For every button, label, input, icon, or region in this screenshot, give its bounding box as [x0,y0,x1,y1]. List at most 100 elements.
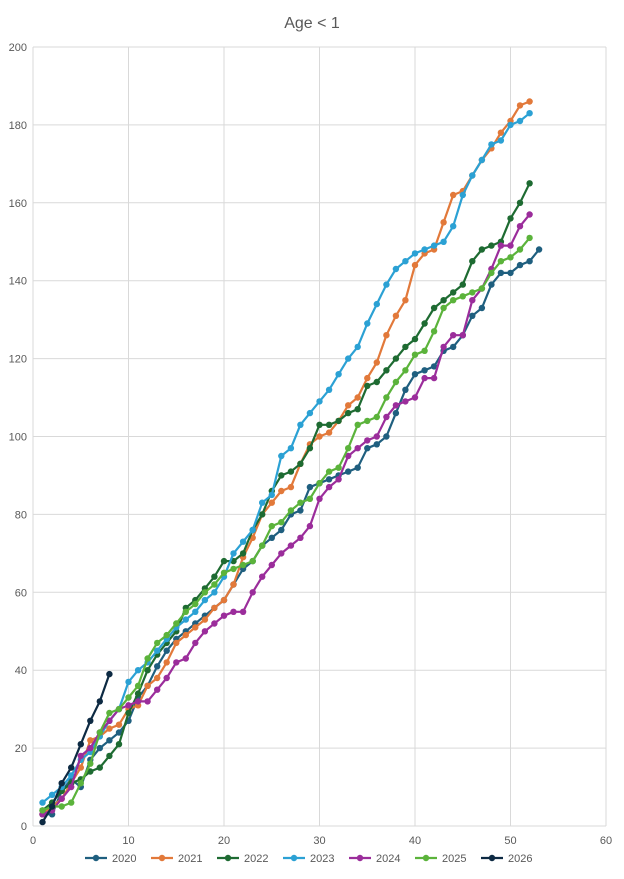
data-point-2022 [364,382,371,390]
data-point-2020 [278,526,285,534]
data-point-2025 [134,682,142,689]
data-point-2023 [354,343,361,351]
series-2022 [39,180,533,814]
data-point-2021 [201,616,209,623]
data-point-2021 [87,737,94,744]
data-point-2022 [278,472,285,479]
data-point-2025 [306,495,314,502]
data-point-2026 [87,717,94,724]
data-point-2025 [125,694,132,701]
x-tick-label: 60 [600,835,612,847]
data-point-2025 [440,304,447,312]
data-point-2022 [459,281,466,288]
series-line-2022 [41,182,531,812]
data-point-2025 [163,631,170,639]
data-point-2020 [306,483,314,491]
data-point-2024 [459,332,466,339]
data-point-2021 [211,604,218,612]
data-point-2021 [383,332,390,339]
data-point-2020 [364,445,371,452]
legend-label: 2023 [310,853,334,865]
data-point-2025 [287,507,295,514]
data-point-2026 [96,698,104,705]
data-point-2021 [364,374,371,382]
y-tick-label: 100 [9,432,27,444]
data-point-2021 [163,659,170,666]
data-point-2021 [77,764,85,771]
data-point-2024 [430,374,438,382]
data-point-2023 [268,491,275,499]
data-point-2020 [154,663,161,670]
data-point-2026 [39,818,46,826]
data-point-2022 [345,409,352,417]
data-point-2024 [402,398,409,405]
legend-label: 2021 [178,853,202,865]
data-point-2023 [402,258,409,265]
data-point-2020 [297,507,304,514]
data-point-2021 [402,297,409,304]
data-point-2024 [297,534,304,541]
chart-title: Age < 1 [284,15,340,32]
data-point-2022 [421,320,428,327]
data-point-2023 [287,445,295,452]
data-point-2023 [239,538,247,545]
data-point-2023 [297,421,304,428]
data-point-2022 [478,246,486,253]
data-point-2025 [469,289,476,296]
data-point-2021 [373,359,380,366]
data-point-2025 [220,569,228,576]
data-point-2025 [96,729,104,736]
data-point-2023 [182,616,189,623]
data-point-2024 [306,522,314,530]
data-point-2022 [354,406,361,413]
data-point-2023 [259,499,266,506]
data-point-2024 [373,433,380,440]
data-point-2023 [373,300,380,308]
data-point-2020 [497,269,505,277]
data-point-2020 [392,409,400,417]
data-point-2026 [58,780,65,787]
data-point-2024 [325,483,333,491]
data-point-2021 [182,631,189,639]
data-point-2022 [297,460,304,467]
data-point-2020 [325,476,333,483]
data-point-2025 [507,254,514,261]
series-line-2021 [41,100,531,816]
data-point-2021 [411,261,419,269]
data-point-2022 [411,335,419,343]
data-point-2022 [488,242,495,249]
data-point-2025 [364,417,371,425]
data-point-2021 [440,219,447,226]
data-point-2021 [278,487,285,495]
data-point-2023 [316,398,323,405]
data-point-2022 [87,768,94,775]
data-point-2025 [39,807,46,814]
legend-item-2022: 2022 [217,853,268,865]
data-point-2021 [316,433,323,440]
data-point-2025 [450,297,457,304]
legend-item-2021: 2021 [151,853,202,865]
data-point-2022 [440,297,447,304]
data-point-2023 [230,550,237,557]
data-point-2024 [106,717,113,724]
data-point-2024 [211,620,218,627]
data-point-2023 [478,156,486,164]
data-point-2023 [211,589,218,596]
series-2020 [39,246,543,818]
data-point-2023 [440,238,447,245]
data-point-2024 [440,343,447,351]
legend-marker [92,854,100,862]
data-point-2021 [154,674,161,682]
legend-marker [422,854,430,862]
data-point-2024 [220,612,228,619]
x-tick-label: 10 [122,835,134,847]
data-point-2021 [497,129,505,136]
data-point-2025 [259,542,266,549]
data-point-2022 [392,355,400,362]
data-point-2024 [421,374,428,382]
data-point-2021 [450,191,457,199]
data-point-2024 [173,659,180,666]
data-point-2020 [507,269,514,277]
data-point-2023 [383,281,390,288]
data-point-2021 [173,639,180,647]
